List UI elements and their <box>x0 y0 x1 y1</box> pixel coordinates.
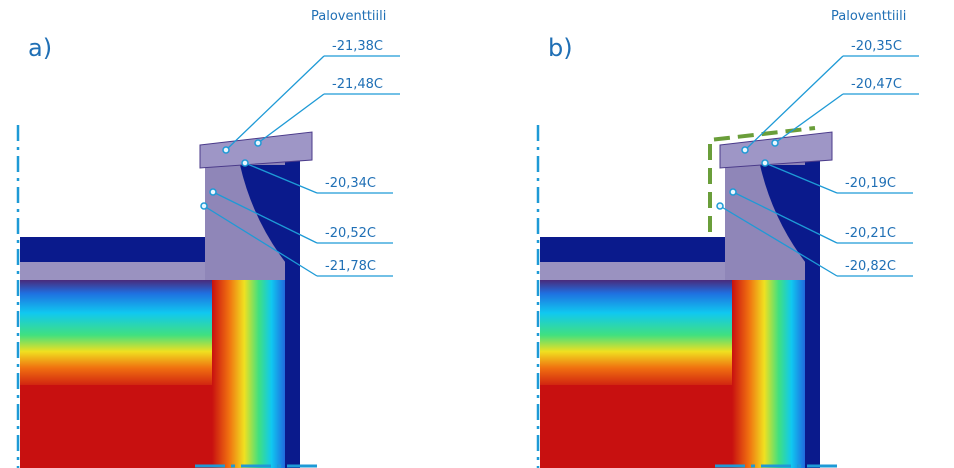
probe-point <box>717 203 723 209</box>
probe-point <box>223 147 229 153</box>
probe-point <box>730 189 736 195</box>
probe-point <box>762 160 768 166</box>
thermal-model-a <box>18 125 320 468</box>
probe-point <box>772 140 778 146</box>
panel-title: Paloventtiili <box>311 9 386 24</box>
temperature-label: -21,38C <box>332 39 383 54</box>
figure: a) Paloventtiili -21,38C -21,48C -20,34C -20,… <box>0 0 954 468</box>
panel-label: a) <box>28 34 52 62</box>
temperature-label: -20,35C <box>851 39 902 54</box>
temperature-label: -20,34C <box>325 176 376 191</box>
temperature-label: -20,52C <box>325 226 376 241</box>
panel-title: Paloventtiili <box>831 9 906 24</box>
probe-point <box>210 189 216 195</box>
probe-point <box>742 147 748 153</box>
temperature-label: -20,21C <box>845 226 896 241</box>
temperature-label: -21,48C <box>332 77 383 92</box>
probe-point <box>242 160 248 166</box>
temperature-label: -20,47C <box>851 77 902 92</box>
probe-point <box>255 140 261 146</box>
thermal-model-b <box>538 125 840 468</box>
probe-point <box>201 203 207 209</box>
panel-label: b) <box>548 34 573 62</box>
temperature-label: -21,78C <box>325 259 376 274</box>
temperature-label: -20,19C <box>845 176 896 191</box>
temperature-label: -20,82C <box>845 259 896 274</box>
